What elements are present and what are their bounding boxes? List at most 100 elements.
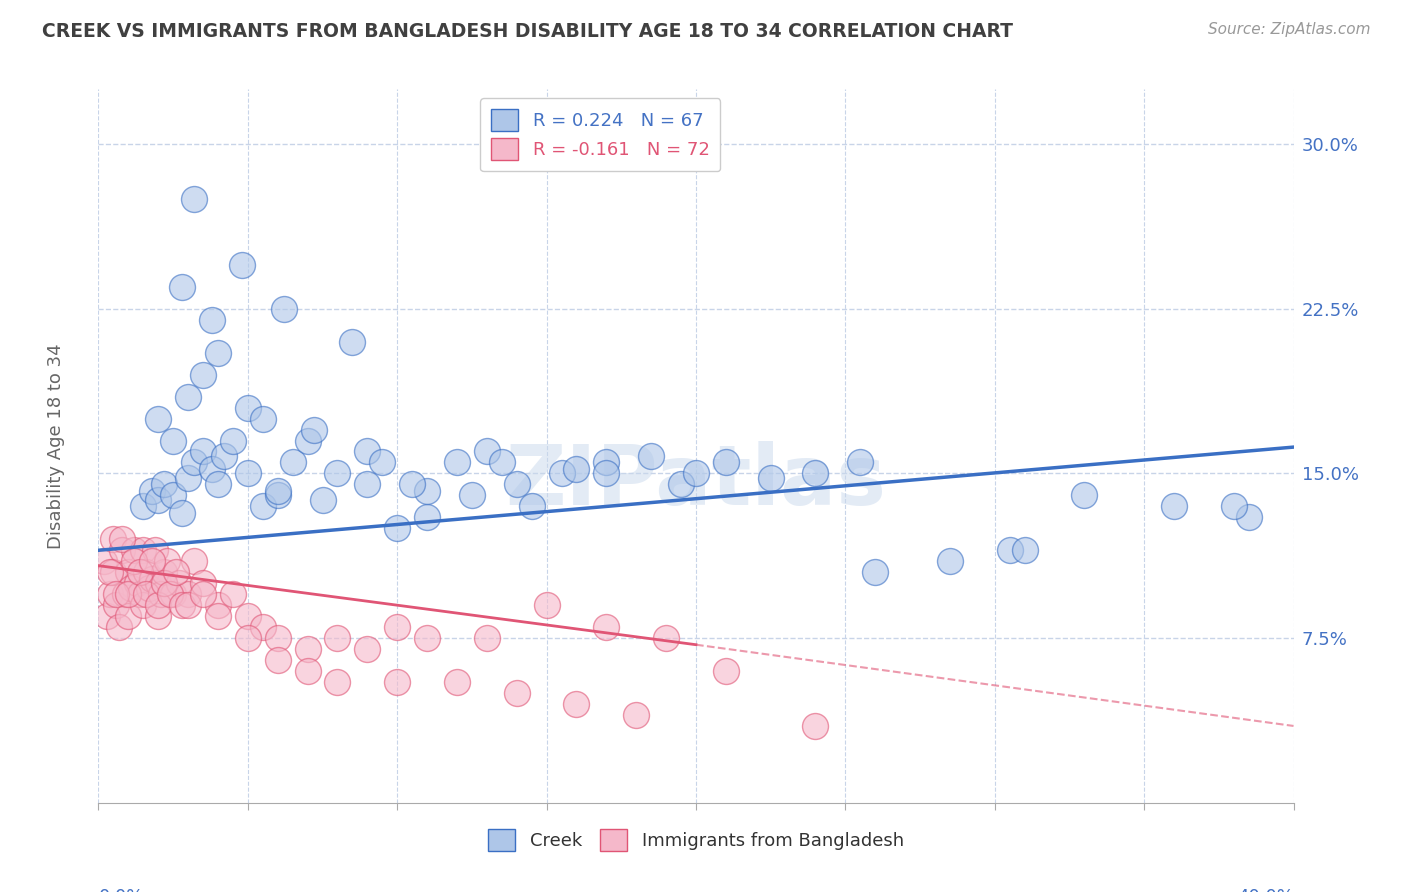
Point: [98, 566, 122, 580]
Point: [148, 609, 170, 624]
Point: [165, 566, 187, 580]
Point: [159, 587, 181, 601]
Point: [103, 533, 125, 547]
Point: [183, 192, 205, 206]
Point: [162, 488, 184, 502]
Point: [446, 455, 468, 469]
Point: [191, 444, 214, 458]
Point: [156, 554, 179, 568]
Point: [117, 609, 139, 624]
Point: [236, 631, 259, 645]
Text: Source: ZipAtlas.com: Source: ZipAtlas.com: [1208, 22, 1371, 37]
Point: [297, 664, 319, 678]
Point: [506, 477, 529, 491]
Point: [371, 455, 394, 469]
Point: [132, 500, 155, 514]
Point: [595, 467, 617, 481]
Point: [475, 444, 498, 458]
Point: [1073, 488, 1095, 502]
Point: [302, 423, 325, 437]
Point: [132, 543, 155, 558]
Text: Disability Age 18 to 34: Disability Age 18 to 34: [48, 343, 65, 549]
Point: [595, 455, 617, 469]
Point: [177, 587, 200, 601]
Point: [141, 554, 163, 568]
Point: [127, 576, 149, 591]
Point: [124, 554, 146, 568]
Point: [655, 631, 678, 645]
Point: [685, 467, 707, 481]
Point: [416, 510, 439, 524]
Point: [669, 477, 692, 491]
Point: [111, 533, 134, 547]
Point: [342, 334, 364, 349]
Point: [177, 390, 200, 404]
Point: [98, 587, 122, 601]
Text: 0.0%: 0.0%: [98, 888, 143, 892]
Point: [172, 598, 194, 612]
Point: [565, 697, 588, 711]
Text: 40.0%: 40.0%: [1237, 888, 1294, 892]
Point: [281, 455, 304, 469]
Point: [939, 554, 962, 568]
Point: [222, 434, 245, 448]
Point: [565, 462, 588, 476]
Point: [236, 467, 259, 481]
Point: [183, 455, 205, 469]
Point: [120, 581, 142, 595]
Point: [297, 642, 319, 657]
Point: [162, 434, 184, 448]
Point: [172, 506, 194, 520]
Point: [416, 631, 439, 645]
Point: [191, 368, 214, 382]
Point: [129, 566, 152, 580]
Point: [162, 587, 184, 601]
Point: [114, 587, 136, 601]
Point: [385, 675, 409, 690]
Point: [326, 631, 349, 645]
Point: [491, 455, 513, 469]
Point: [105, 587, 128, 601]
Point: [103, 566, 125, 580]
Point: [148, 598, 170, 612]
Point: [550, 467, 572, 481]
Point: [153, 477, 176, 491]
Point: [201, 312, 224, 326]
Point: [153, 576, 176, 591]
Point: [804, 467, 827, 481]
Point: [143, 543, 166, 558]
Point: [252, 411, 274, 425]
Point: [129, 587, 152, 601]
Point: [177, 471, 200, 485]
Point: [105, 598, 128, 612]
Point: [356, 642, 378, 657]
Point: [506, 686, 529, 700]
Point: [267, 631, 290, 645]
Point: [1163, 500, 1185, 514]
Point: [267, 653, 290, 667]
Point: [311, 492, 333, 507]
Point: [236, 401, 259, 415]
Point: [141, 483, 163, 498]
Point: [172, 280, 194, 294]
Point: [148, 576, 170, 591]
Point: [177, 598, 200, 612]
Point: [401, 477, 423, 491]
Point: [207, 598, 229, 612]
Point: [267, 483, 290, 498]
Point: [207, 609, 229, 624]
Point: [461, 488, 484, 502]
Text: ZIPatlas: ZIPatlas: [506, 442, 886, 522]
Point: [191, 587, 214, 601]
Point: [267, 488, 290, 502]
Point: [108, 620, 131, 634]
Point: [167, 576, 190, 591]
Point: [96, 609, 118, 624]
Point: [273, 301, 295, 316]
Point: [759, 471, 782, 485]
Legend: Creek, Immigrants from Bangladesh: Creek, Immigrants from Bangladesh: [481, 822, 911, 858]
Point: [536, 598, 558, 612]
Point: [231, 258, 253, 272]
Point: [1223, 500, 1246, 514]
Point: [714, 455, 737, 469]
